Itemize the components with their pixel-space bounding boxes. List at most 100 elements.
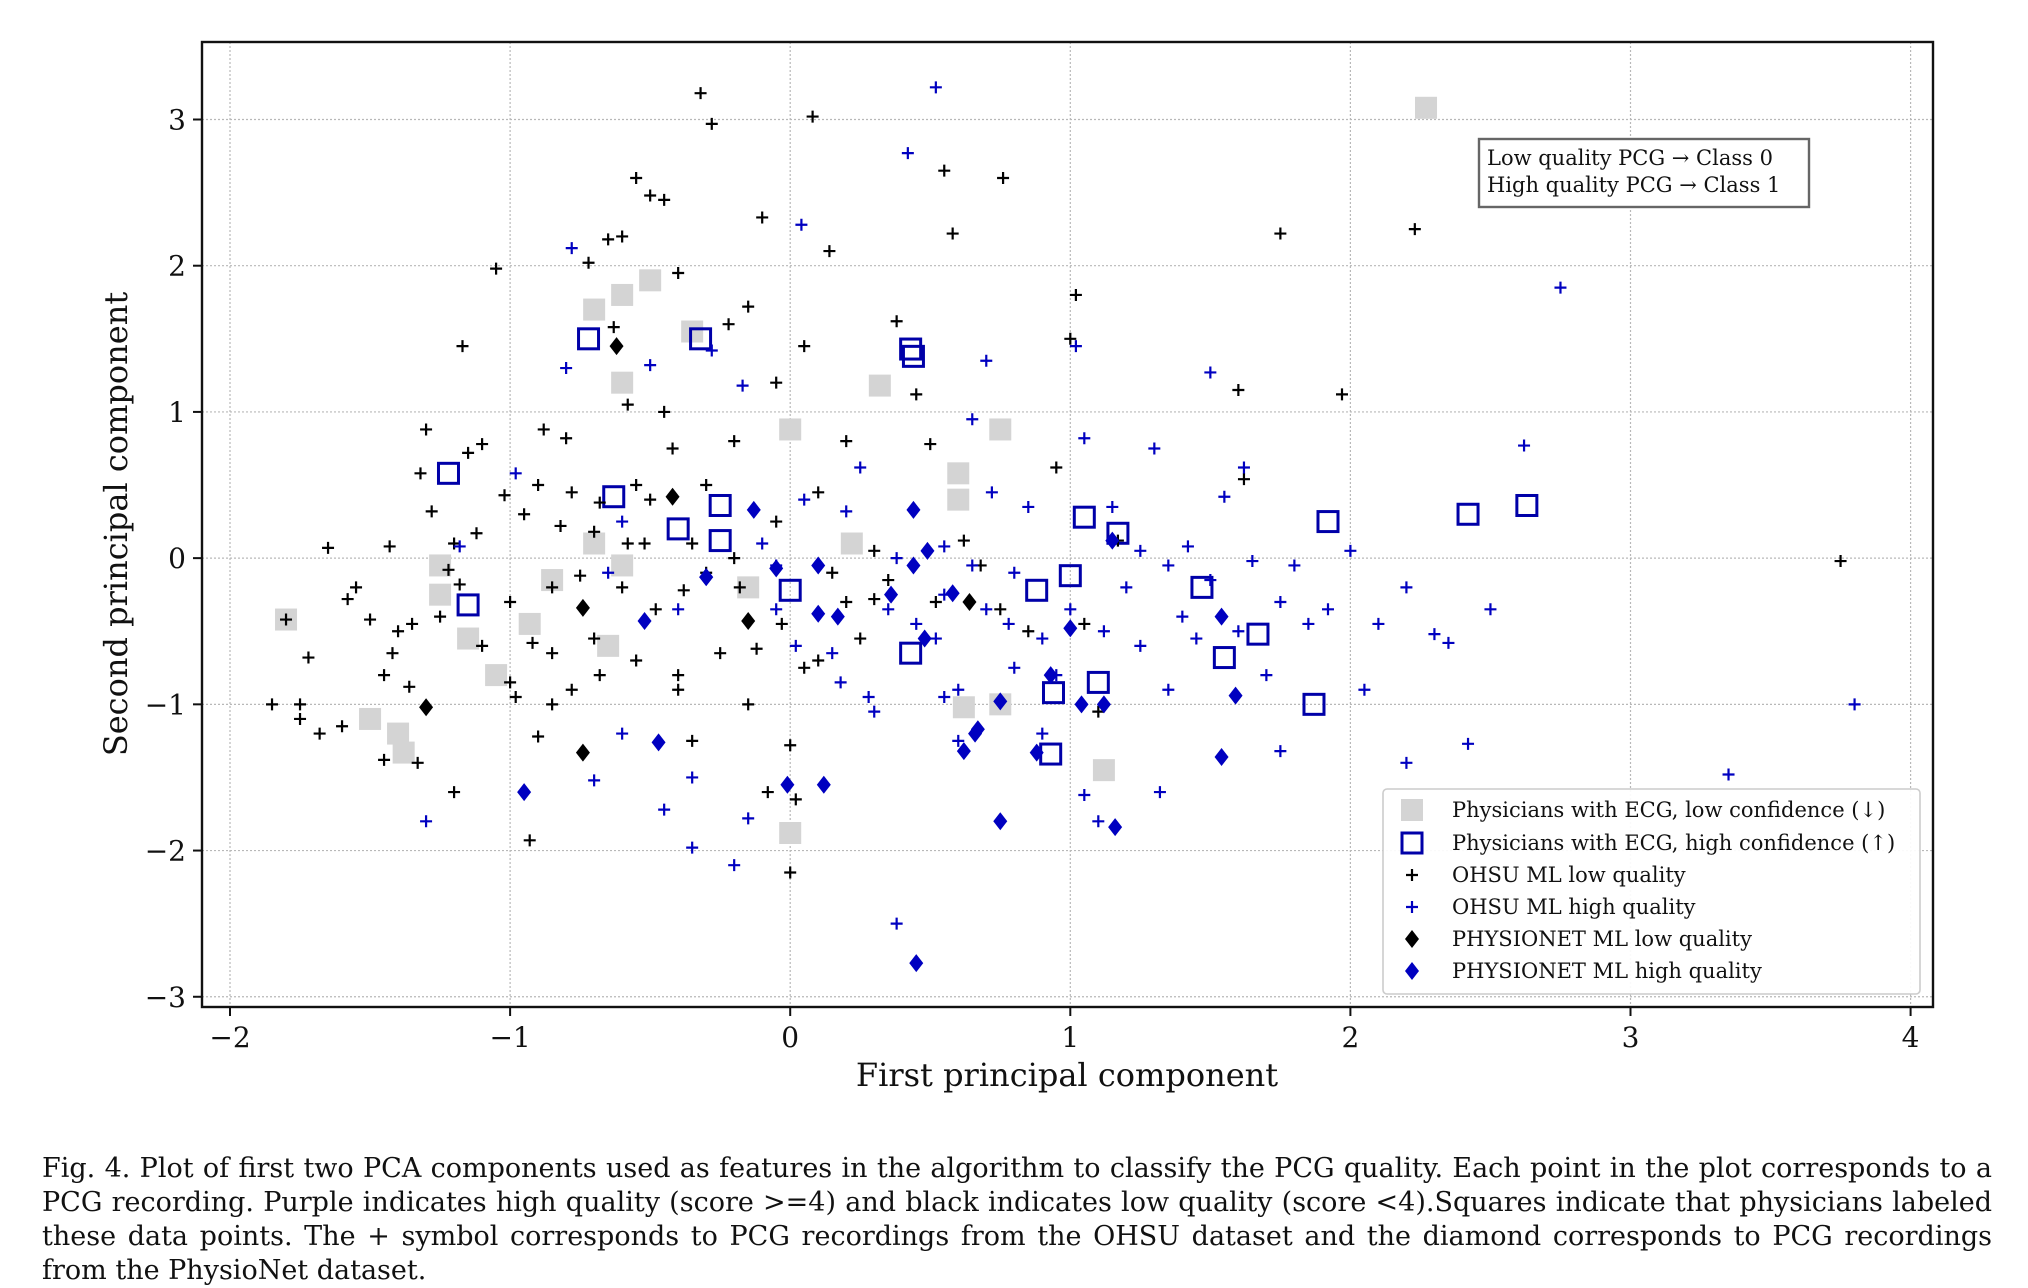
x-axis-label: First principal component xyxy=(856,1056,1278,1094)
ohsu-high-point xyxy=(795,218,808,231)
series-physionet-low xyxy=(419,337,977,762)
ohsu-low-point xyxy=(546,647,559,660)
physionet-high-point xyxy=(956,742,971,761)
ohsu-low-point xyxy=(518,508,531,521)
ohsu-high-point xyxy=(1069,340,1082,353)
ohsu-low-point xyxy=(644,493,657,506)
ohsu-low-point xyxy=(294,712,307,725)
physionet-low-point xyxy=(741,612,756,630)
legend-symbol-physionet-high xyxy=(1405,962,1419,980)
ohsu-low-point xyxy=(302,651,315,664)
ohsu-low-point xyxy=(546,581,559,594)
physionet-low-point xyxy=(609,337,624,356)
ohsu-low-point xyxy=(938,164,951,177)
ohsu-low-point xyxy=(448,786,461,799)
physionet-high-point xyxy=(651,733,666,752)
ohsu-low-point xyxy=(476,639,489,652)
high-confidence-marker xyxy=(1302,692,1326,716)
legend: Physicians with ECG, low confidence (↓) … xyxy=(1382,788,1921,995)
ohsu-low-point xyxy=(504,595,517,608)
ohsu-high-point xyxy=(1181,540,1194,553)
ohsu-high-point xyxy=(1400,756,1413,769)
ohsu-high-point xyxy=(1358,683,1371,696)
ohsu-low-point xyxy=(854,632,867,645)
physionet-high-point xyxy=(884,585,899,604)
physionet-high-point xyxy=(970,720,985,739)
ohsu-low-point xyxy=(997,171,1010,184)
ohsu-low-point xyxy=(677,584,690,597)
physionet-high-point xyxy=(637,612,652,630)
ohsu-high-point xyxy=(1848,698,1861,711)
ohsu-low-point xyxy=(1408,223,1421,236)
low-confidence-marker xyxy=(1415,96,1438,119)
ohsu-low-point xyxy=(957,534,970,547)
high-confidence-marker xyxy=(1515,493,1539,517)
ohsu-low-point xyxy=(294,698,307,711)
ohsu-high-point xyxy=(1302,617,1315,630)
ohsu-high-point xyxy=(565,242,578,255)
ohsu-low-point xyxy=(616,581,629,594)
physionet-high-point xyxy=(1074,695,1089,714)
low-confidence-marker xyxy=(457,627,480,650)
low-confidence-marker xyxy=(681,320,704,343)
ohsu-low-point xyxy=(784,866,797,879)
ohsu-low-point xyxy=(890,315,903,328)
y-axis-label: Second principal component xyxy=(97,292,135,757)
ohsu-low-point xyxy=(882,574,895,587)
physionet-high-point xyxy=(830,607,845,626)
ohsu-low-point xyxy=(593,669,606,682)
physionet-high-point xyxy=(1214,607,1229,626)
ohsu-low-point xyxy=(364,613,377,626)
ohsu-high-point xyxy=(1722,768,1735,781)
ohsu-low-point xyxy=(1022,625,1035,638)
ohsu-high-point xyxy=(910,617,923,630)
ohsu-high-point xyxy=(840,505,853,518)
physionet-high-point xyxy=(1105,531,1120,550)
low-confidence-marker xyxy=(392,741,415,764)
y-tick-label: 1 xyxy=(168,396,186,429)
ohsu-low-point xyxy=(537,423,550,436)
ohsu-high-point xyxy=(1036,632,1049,645)
low-confidence-marker xyxy=(387,722,410,745)
ohsu-low-point xyxy=(434,610,447,623)
physionet-high-point xyxy=(909,954,924,973)
ohsu-low-point xyxy=(1274,227,1287,240)
y-tick-label: −3 xyxy=(145,981,186,1014)
low-confidence-marker xyxy=(868,374,891,397)
ohsu-low-point xyxy=(403,680,416,693)
high-confidence-marker xyxy=(1025,578,1049,602)
physionet-high-point xyxy=(517,783,532,802)
low-confidence-marker xyxy=(583,298,606,321)
ohsu-high-point xyxy=(980,354,993,367)
ohsu-high-point xyxy=(770,603,783,616)
ohsu-low-point xyxy=(868,544,881,557)
ohsu-low-point xyxy=(728,435,741,448)
ohsu-low-point xyxy=(823,245,836,258)
physionet-high-point xyxy=(906,500,921,519)
ohsu-high-point xyxy=(1002,617,1015,630)
ohsu-low-point xyxy=(504,676,517,689)
ohsu-low-point xyxy=(420,423,433,436)
high-confidence-marker xyxy=(1072,505,1096,529)
low-confidence-marker xyxy=(840,532,863,555)
ohsu-low-point xyxy=(705,117,718,130)
ohsu-high-point xyxy=(1518,439,1531,452)
physionet-high-point xyxy=(780,775,795,794)
ohsu-low-point xyxy=(378,753,391,766)
class-annotation-box: Low quality PCG → Class 0 High quality P… xyxy=(1477,137,1811,209)
ohsu-low-point xyxy=(638,537,651,550)
ohsu-low-point xyxy=(784,739,797,752)
ohsu-high-point xyxy=(1064,603,1077,616)
ohsu-high-point xyxy=(588,774,601,787)
ohsu-high-point xyxy=(1036,727,1049,740)
ohsu-high-point xyxy=(1484,603,1497,616)
ohsu-low-point xyxy=(532,479,545,492)
ohsu-low-point xyxy=(414,467,427,480)
ohsu-high-point xyxy=(952,683,965,696)
ohsu-low-point xyxy=(840,435,853,448)
physionet-high-point xyxy=(917,629,932,648)
physionet-high-point xyxy=(906,556,921,575)
physionet-high-point xyxy=(746,500,761,519)
legend-symbol-physionet-low xyxy=(1405,930,1419,948)
ohsu-high-point xyxy=(453,540,466,553)
